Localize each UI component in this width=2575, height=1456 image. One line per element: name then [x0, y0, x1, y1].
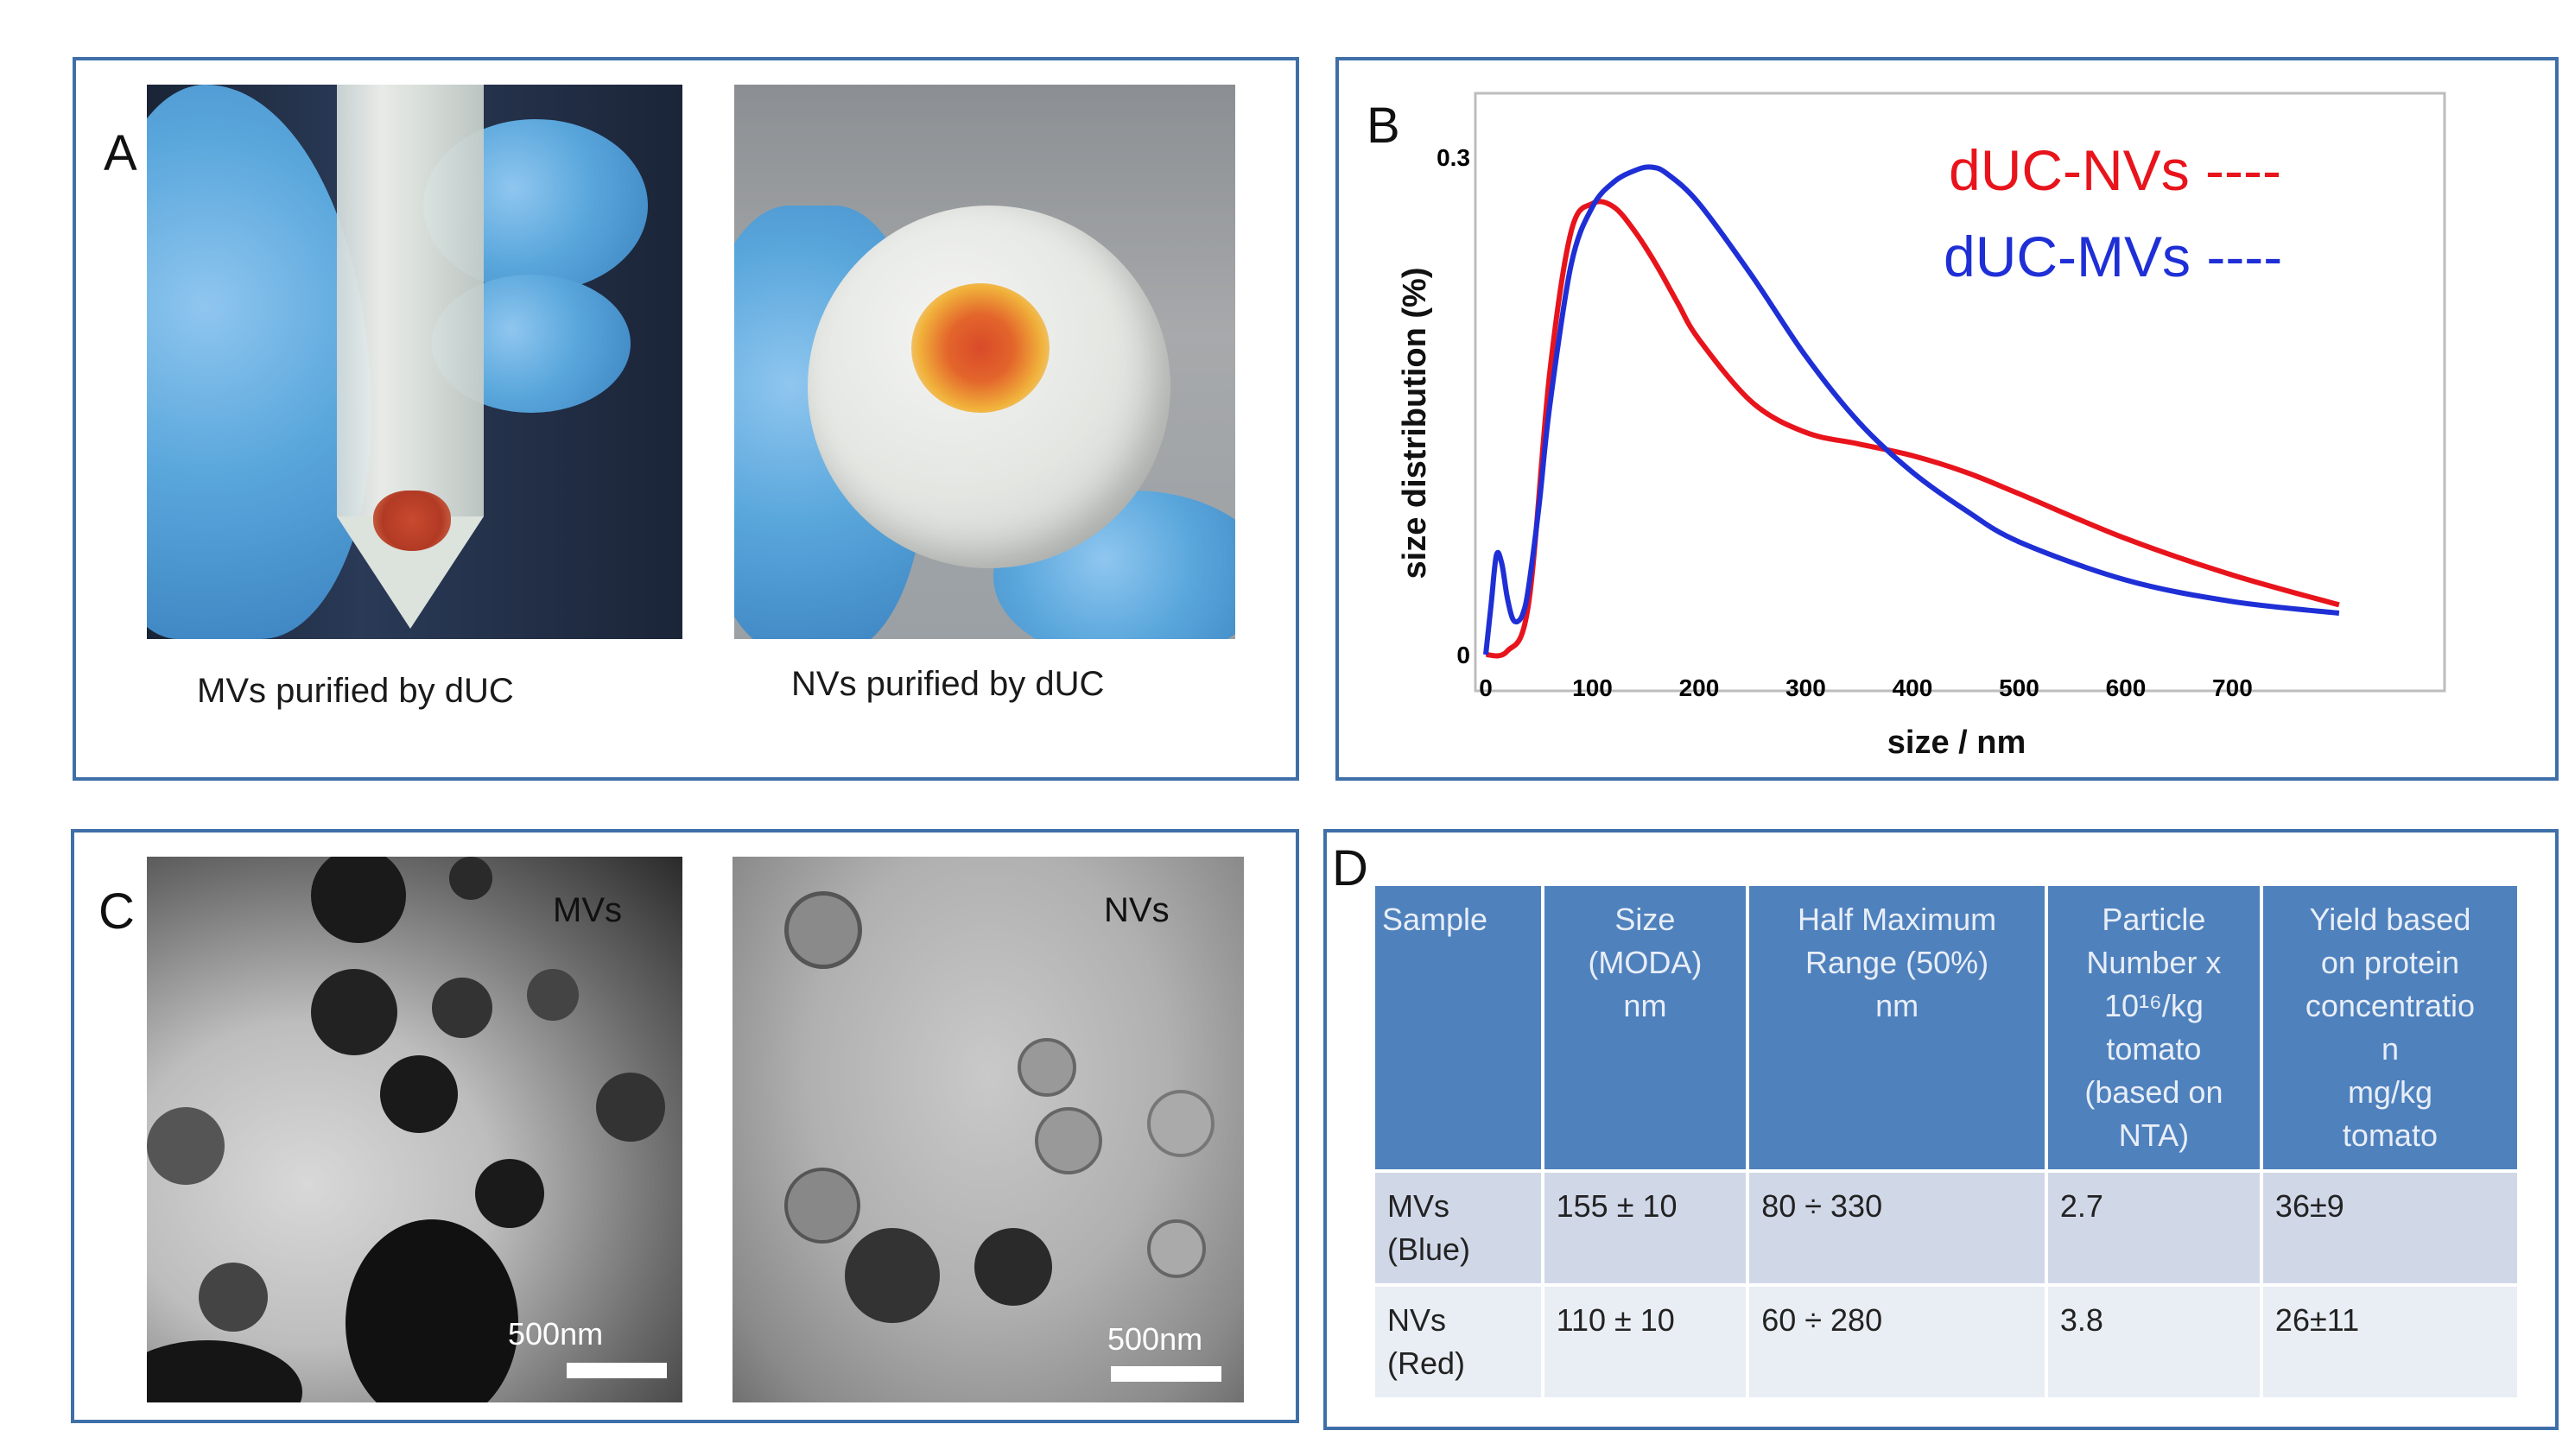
cell-size: 110 ± 10 [1542, 1283, 1750, 1397]
caption-nvs: NVs purified by dUC [791, 665, 1105, 703]
sphere-photo [734, 85, 1235, 639]
header-size: Size (MODA) nm [1542, 886, 1750, 1171]
cell-particles: 2.7 [2045, 1169, 2263, 1285]
y-tick-label: 0 [1456, 642, 1470, 668]
x-axis-label: size / nm [1887, 725, 2026, 761]
scale-bar-nvs [1111, 1366, 1221, 1382]
panel-c-letter: C [98, 883, 135, 940]
x-tick-label: 200 [1679, 674, 1720, 701]
tem-image-nvs: NVs 500nm [733, 857, 1244, 1402]
table-header-row: Sample Size (MODA) nm Half Maximum Range (50%… [1375, 886, 2517, 1171]
cell-sample: MVs (Blue) [1375, 1169, 1544, 1285]
panel-b: B 0 100 200 300 400 500 600 700 0 0.3 size distri… [1335, 57, 2559, 781]
x-tick-label: 0 [1479, 674, 1493, 701]
summary-table: Sample Size (MODA) nm Half Maximum Range (50%… [1375, 886, 2517, 1397]
panel-d-letter: D [1332, 840, 1368, 896]
x-tick-label: 300 [1785, 674, 1826, 701]
caption-mvs: MVs purified by dUC [197, 672, 514, 710]
cell-particles: 3.8 [2045, 1283, 2263, 1397]
header-yield: Yield based on protein concentratio n mg/kg t… [2261, 886, 2517, 1171]
cell-range: 80 ÷ 330 [1747, 1169, 2048, 1285]
panel-b-letter: B [1367, 98, 1400, 154]
cell-yield: 36±9 [2261, 1169, 2517, 1285]
plot-frame [1474, 92, 2446, 693]
x-tick-label: 700 [2212, 674, 2253, 701]
table-row: NVs (Red) 110 ± 10 60 ÷ 280 3.8 26±11 [1375, 1283, 2517, 1397]
size-distribution-chart: 0 100 200 300 400 500 600 700 0 0.3 size distribu… [1397, 92, 2446, 761]
header-range: Half Maximum Range (50%) nm [1747, 886, 2048, 1171]
y-axis-label: size distribution (%) [1397, 268, 1433, 579]
cell-yield: 26±11 [2261, 1283, 2517, 1397]
panel-a-letter: A [104, 125, 137, 181]
scale-bar-mvs [567, 1363, 667, 1378]
x-tick-label: 100 [1572, 674, 1613, 701]
series-line-nvs [1485, 199, 2340, 659]
x-tick-label: 500 [1999, 674, 2039, 701]
cell-sample: NVs (Red) [1375, 1283, 1544, 1397]
panel-c: C MVs 500nm NVs 500nm [71, 829, 1299, 1423]
table-row: MVs (Blue) 155 ± 10 80 ÷ 330 2.7 36±9 [1375, 1169, 2517, 1285]
scale-label-nvs: 500nm [1107, 1321, 1203, 1357]
tube-photo [147, 85, 682, 639]
series-line-mvs [1483, 164, 2340, 655]
x-tick-label: 600 [2106, 674, 2147, 701]
y-tick-label: 0.3 [1437, 144, 1470, 171]
x-tick-label: 400 [1893, 674, 1933, 701]
orange-spot [911, 283, 1050, 413]
panel-d: D Sample Size (MODA) nm Half Maximum Range (5… [1323, 829, 2559, 1430]
panel-a: A MVs purified by dUC NVs purified by dU… [73, 57, 1299, 781]
tem-label-mvs: MVs [553, 891, 622, 929]
cell-size: 155 ± 10 [1542, 1169, 1750, 1285]
header-particles: Particle Number x 10¹⁶/kg tomato (based on NT… [2045, 886, 2263, 1171]
tem-label-nvs: NVs [1104, 891, 1170, 929]
scale-label-mvs: 500nm [508, 1316, 604, 1352]
tem-image-mvs: MVs 500nm [147, 857, 682, 1402]
header-sample: Sample [1375, 886, 1544, 1171]
red-pellet [373, 491, 451, 551]
cell-range: 60 ÷ 280 [1747, 1283, 2048, 1397]
legend-mvs: dUC-MVs ---- [1944, 225, 2282, 288]
legend-nvs: dUC-NVs ---- [1949, 138, 2281, 202]
